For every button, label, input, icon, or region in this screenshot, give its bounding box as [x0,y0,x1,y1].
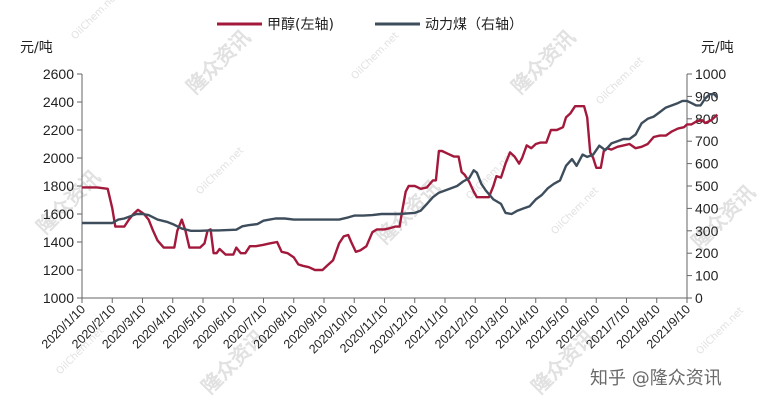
site-watermark: OilChem.net [594,55,646,107]
legend-label-thermal-coal: 动力煤（右轴） [425,17,523,33]
site-watermark: OilChem.net [69,0,121,42]
left-axis-tick-label: 1400 [43,234,74,250]
series-line-thermal-coal [82,93,719,232]
series-line-methanol [82,105,719,272]
series-lines [82,93,719,272]
site-watermark: OilChem.net [694,305,746,357]
credit-watermark: 知乎 @隆众资讯 [590,368,722,389]
left-axis-tick-label: 1600 [43,206,74,222]
left-axis-tick-label: 2400 [43,94,74,110]
left-axis-unit: 元/吨 [20,40,53,56]
site-watermark: OilChem.net [549,185,601,237]
right-axis-tick-label: 600 [695,156,719,172]
left-axis-tick-label: 1000 [43,290,74,306]
right-axis-tick-label: 700 [695,133,719,149]
right-axis-tick-label: 100 [695,268,719,284]
logo-watermark: 隆众资讯 [507,25,581,99]
site-watermark: OilChem.net [349,30,401,82]
left-axis-tick-label: 2200 [43,122,74,138]
left-axis-tick-label: 1800 [43,178,74,194]
right-axis-tick-label: 400 [695,200,719,216]
left-axis-tick-label: 1200 [43,262,74,278]
left-axis-tick-label: 2600 [43,66,74,82]
right-axis-tick-label: 1000 [695,66,726,82]
legend-label-methanol: 甲醇(左轴) [267,16,334,33]
right-axis-tick-label: 500 [695,178,719,194]
logo-watermark: 隆众资讯 [182,25,256,99]
right-axis-tick-label: 300 [695,223,719,239]
legend: 甲醇(左轴) 动力煤（右轴） [217,16,523,33]
site-watermark: OilChem.net [194,145,246,197]
right-axis-tick-label: 0 [695,290,703,306]
logo-watermark: 隆众资讯 [32,165,106,239]
right-axis-unit: 元/吨 [701,40,734,56]
left-axis-tick-label: 2000 [43,150,74,166]
right-axis-tick-label: 800 [695,111,719,127]
right-axis-tick-label: 200 [695,245,719,261]
